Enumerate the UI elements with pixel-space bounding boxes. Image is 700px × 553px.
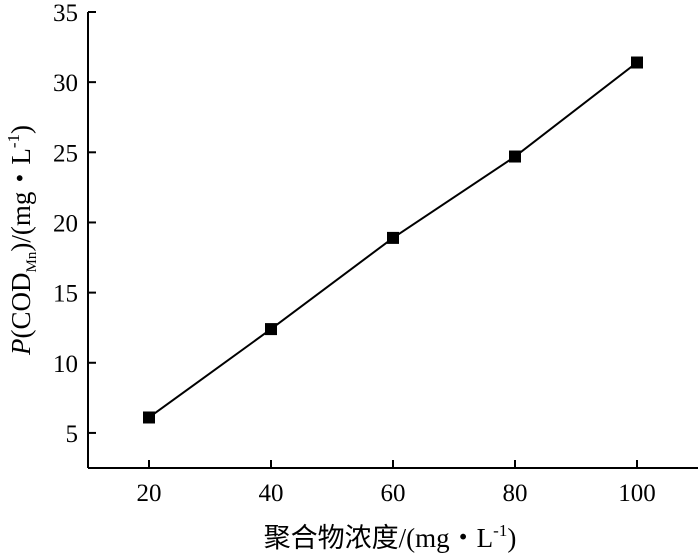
data-point-marker [265,323,277,336]
y-tick-label: 20 [53,210,78,237]
y-tick-label: 35 [53,0,78,27]
data-point-marker [509,150,521,163]
y-axis-title: P(CODMn)/(mg・L-1) [4,125,40,356]
y-axis-title-open: (COD [6,273,36,339]
y-tick-label: 10 [53,351,78,378]
y-tick-label: 15 [53,281,78,308]
x-axis-title: 聚合物浓度/(mg・L-1) [264,521,517,553]
y-axis-title-exp: -1 [4,134,23,148]
y-tick-label: 30 [53,70,78,97]
x-tick-label: 80 [503,480,528,507]
y-axis-title-rest: )/(mg・L [6,148,36,251]
data-point-marker [143,411,155,424]
y-axis-title-italic: P [6,339,36,357]
ticks: 20 40 60 80 100 5 10 15 20 25 30 35 [53,0,656,507]
y-axis-title-sub: Mn [24,251,40,272]
x-tick-label: 40 [259,480,284,507]
y-tick-label: 5 [66,421,79,448]
x-tick-label: 100 [618,480,656,507]
x-axis-title-close: ) [507,523,516,553]
y-axis-title-close: ) [6,125,36,134]
data-point-marker [387,231,399,244]
x-axis-title-exp: -1 [493,521,507,540]
x-tick-label: 20 [137,480,162,507]
x-tick-label: 60 [381,480,406,507]
y-tick-label: 25 [53,140,78,167]
series [143,56,643,424]
data-point-marker [631,56,643,69]
x-axis-title-main: 聚合物浓度/(mg・L [264,523,494,553]
